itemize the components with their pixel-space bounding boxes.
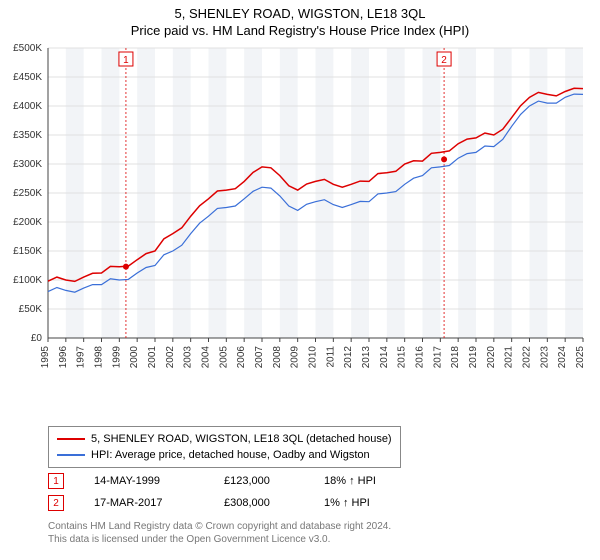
svg-text:2009: 2009	[290, 346, 301, 369]
svg-text:1: 1	[123, 55, 129, 66]
svg-text:£400K: £400K	[13, 101, 42, 112]
chart-subtitle: Price paid vs. HM Land Registry's House …	[0, 21, 600, 38]
svg-text:2025: 2025	[575, 346, 586, 369]
svg-text:2022: 2022	[522, 346, 533, 369]
marker-price: £123,000	[224, 475, 324, 487]
marker-hpi: 1% ↑ HPI	[324, 497, 424, 509]
svg-text:2004: 2004	[201, 346, 212, 369]
svg-text:2019: 2019	[468, 346, 479, 369]
price-chart: £0£50K£100K£150K£200K£250K£300K£350K£400…	[48, 48, 583, 378]
legend: 5, SHENLEY ROAD, WIGSTON, LE18 3QL (deta…	[48, 426, 401, 468]
svg-text:2003: 2003	[183, 346, 194, 369]
svg-text:2005: 2005	[218, 346, 229, 369]
svg-text:2001: 2001	[147, 346, 158, 369]
marker-row: 2 17-MAR-2017 £308,000 1% ↑ HPI	[48, 492, 424, 514]
footnote-line: Contains HM Land Registry data © Crown c…	[48, 520, 391, 533]
svg-text:2006: 2006	[236, 346, 247, 369]
svg-text:£0: £0	[31, 333, 43, 344]
svg-text:2007: 2007	[254, 346, 265, 369]
chart-title: 5, SHENLEY ROAD, WIGSTON, LE18 3QL	[0, 0, 600, 21]
svg-text:2017: 2017	[432, 346, 443, 369]
legend-label: 5, SHENLEY ROAD, WIGSTON, LE18 3QL (deta…	[91, 433, 392, 445]
svg-text:2000: 2000	[129, 346, 140, 369]
svg-text:1999: 1999	[111, 346, 122, 369]
svg-text:2018: 2018	[450, 346, 461, 369]
svg-text:£500K: £500K	[13, 43, 42, 54]
svg-text:2008: 2008	[272, 346, 283, 369]
svg-text:2012: 2012	[343, 346, 354, 369]
svg-text:£450K: £450K	[13, 72, 42, 83]
svg-text:2021: 2021	[504, 346, 515, 369]
legend-label: HPI: Average price, detached house, Oadb…	[91, 449, 370, 461]
svg-text:1998: 1998	[94, 346, 105, 369]
marker-badge: 1	[48, 473, 64, 489]
svg-text:£250K: £250K	[13, 188, 42, 199]
marker-badge: 2	[48, 495, 64, 511]
svg-text:£150K: £150K	[13, 246, 42, 257]
svg-text:1995: 1995	[40, 346, 51, 369]
marker-price: £308,000	[224, 497, 324, 509]
svg-text:2023: 2023	[539, 346, 550, 369]
legend-item: HPI: Average price, detached house, Oadb…	[57, 447, 392, 463]
marker-hpi: 18% ↑ HPI	[324, 475, 424, 487]
legend-item: 5, SHENLEY ROAD, WIGSTON, LE18 3QL (deta…	[57, 431, 392, 447]
svg-text:2011: 2011	[325, 346, 336, 368]
legend-swatch	[57, 438, 85, 440]
marker-date: 14-MAY-1999	[94, 475, 224, 487]
svg-text:2010: 2010	[308, 346, 319, 369]
svg-text:£300K: £300K	[13, 159, 42, 170]
svg-text:£200K: £200K	[13, 217, 42, 228]
svg-text:£350K: £350K	[13, 130, 42, 141]
svg-text:1997: 1997	[76, 346, 87, 369]
svg-text:£100K: £100K	[13, 275, 42, 286]
marker-date: 17-MAR-2017	[94, 497, 224, 509]
svg-text:2002: 2002	[165, 346, 176, 369]
svg-text:2016: 2016	[415, 346, 426, 369]
svg-text:1996: 1996	[58, 346, 69, 369]
svg-text:2024: 2024	[557, 346, 568, 369]
marker-row: 1 14-MAY-1999 £123,000 18% ↑ HPI	[48, 470, 424, 492]
svg-text:2015: 2015	[397, 346, 408, 369]
footnote: Contains HM Land Registry data © Crown c…	[48, 520, 391, 546]
svg-text:2020: 2020	[486, 346, 497, 369]
svg-text:2: 2	[441, 55, 447, 66]
svg-text:2014: 2014	[379, 346, 390, 369]
svg-text:2013: 2013	[361, 346, 372, 369]
svg-text:£50K: £50K	[19, 304, 43, 315]
footnote-line: This data is licensed under the Open Gov…	[48, 533, 391, 546]
legend-swatch	[57, 454, 85, 456]
marker-table: 1 14-MAY-1999 £123,000 18% ↑ HPI 2 17-MA…	[48, 470, 424, 514]
